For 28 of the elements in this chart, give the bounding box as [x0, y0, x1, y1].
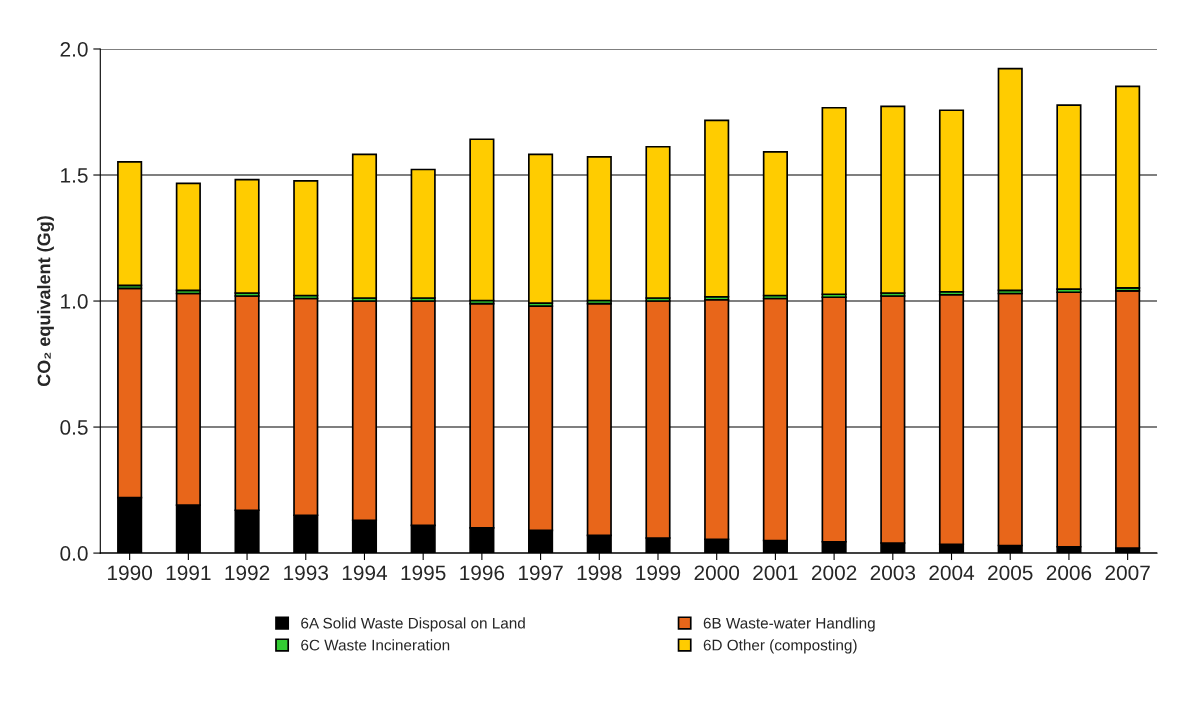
y-axis-title: CO₂ equivalent (Gg): [37, 216, 54, 387]
legend-label: 6B Waste-water Handling: [703, 617, 875, 632]
y-tick-label: 0.0: [60, 546, 88, 561]
legend-label: 6A Solid Waste Disposal on Land: [301, 617, 525, 632]
x-tick-label: 1996: [460, 565, 505, 581]
x-tick-label: 2001: [753, 565, 798, 581]
x-tick-label: 2004: [929, 565, 975, 581]
y-tick-label: 1.0: [61, 294, 88, 309]
y-tick-label: 0.5: [60, 420, 88, 435]
x-tick-label: 1998: [577, 565, 622, 581]
x-tick-label: 2000: [694, 565, 740, 581]
x-tick-label: 2006: [1046, 565, 1092, 581]
x-tick-label: 1991: [166, 565, 211, 581]
x-tick-label: 1999: [636, 565, 681, 581]
x-tick-label: 1993: [284, 565, 329, 581]
x-tick-label: 2007: [1105, 565, 1150, 581]
x-tick-label: 1990: [108, 565, 153, 581]
x-tick-label: 1997: [519, 565, 563, 581]
x-tick-label: 1995: [401, 565, 446, 581]
x-tick-label: 2005: [988, 565, 1033, 581]
x-tick-label: 1992: [225, 565, 270, 581]
legend-label: 6D Other (composting): [703, 639, 857, 654]
legend-label: 6C Waste Incineration: [301, 639, 450, 651]
y-tick-label: 1.5: [61, 168, 88, 183]
y-tick-label: 2.0: [60, 41, 88, 57]
x-tick-label: 1994: [342, 565, 388, 581]
x-tick-label: 2002: [811, 565, 857, 581]
x-tick-label: 2003: [870, 565, 916, 581]
